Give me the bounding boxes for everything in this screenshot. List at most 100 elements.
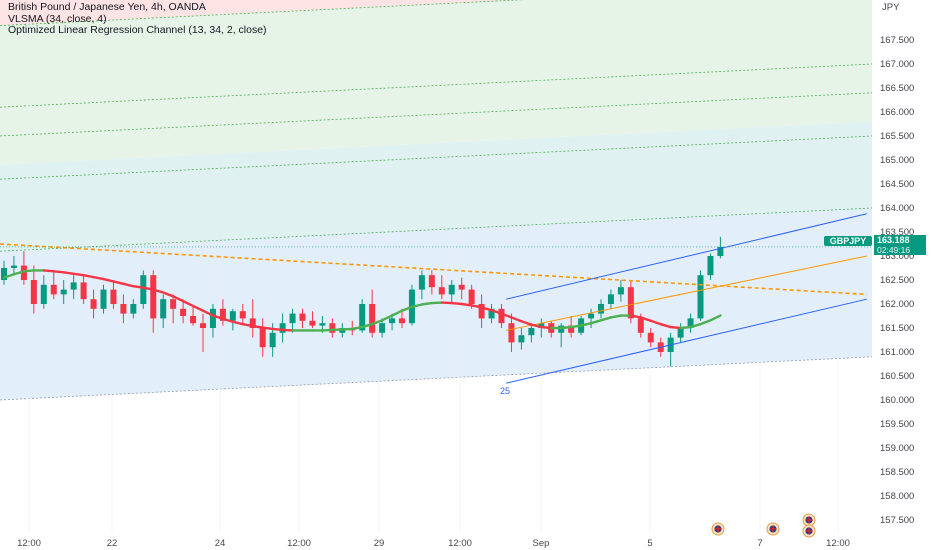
- candle-body: [160, 299, 167, 319]
- currency-label: JPY: [882, 2, 900, 13]
- vlsma-segment: [241, 322, 254, 328]
- candle-body: [299, 313, 306, 321]
- vlsma-segment: [211, 314, 225, 321]
- time-axis[interactable]: 12:00 22 24 12:00 29 12:00 Sep 5 7 12:00: [0, 532, 932, 550]
- vlsma-segment: [2, 273, 16, 279]
- vlsma-segment: [52, 270, 65, 274]
- candlesticks: [1, 236, 724, 367]
- uk-flag-icon[interactable]: [802, 524, 816, 538]
- y-tick-label: 163.500: [880, 227, 914, 238]
- vlsma-segment: [579, 322, 593, 327]
- vlsma-segment: [251, 324, 264, 329]
- y-tick-label: 161.000: [880, 347, 914, 358]
- candle-body: [468, 289, 475, 304]
- y-tick-label: 164.500: [880, 179, 914, 190]
- vlsma-segment: [22, 269, 36, 273]
- candle-body: [488, 308, 495, 319]
- candle-body: [428, 275, 435, 288]
- x-tick-label: 12:00: [17, 538, 41, 549]
- x-tick-label: Sep: [533, 538, 550, 549]
- vlsma-segment: [609, 314, 623, 319]
- candle-body: [518, 335, 525, 343]
- candle-body: [259, 328, 266, 348]
- vlsma-segment: [709, 314, 722, 322]
- zone-line-5: [0, 0, 525, 26]
- zone-line-3: [0, 92, 873, 137]
- x-tick-label: 29: [374, 538, 385, 549]
- vlsma-segment: [410, 303, 424, 309]
- y-tick-label: 166.000: [880, 107, 914, 118]
- candle-body: [627, 287, 634, 319]
- candle-body: [120, 304, 127, 314]
- vlsma-segment: [490, 309, 503, 315]
- candle-body: [607, 294, 614, 304]
- candle-body: [130, 304, 137, 314]
- vlsma-segment: [390, 309, 404, 317]
- candle-body: [389, 318, 396, 324]
- vlsma-segment: [201, 309, 215, 317]
- candle-body: [269, 332, 276, 348]
- last-price-tag: GBPJPY 163.188 02:49:16: [824, 235, 928, 255]
- candle-body: [60, 289, 67, 295]
- vlsma-legend: VLSMA (34, close, 4): [8, 12, 107, 25]
- candle-body: [289, 313, 296, 324]
- x-tick-label: 5: [647, 538, 652, 549]
- vlsma-segment: [380, 314, 394, 322]
- vlsma-segment: [171, 295, 185, 303]
- candle-body: [239, 311, 246, 319]
- y-tick-label: 160.500: [880, 371, 914, 382]
- candle-body: [588, 313, 595, 319]
- vlsma-segment: [221, 317, 235, 323]
- vlsma-segment: [122, 282, 135, 288]
- vlsma-segment: [649, 319, 662, 326]
- vlsma-segment: [400, 305, 414, 312]
- candle-body: [478, 304, 485, 319]
- candle-body: [598, 304, 604, 314]
- candle-body: [219, 308, 226, 321]
- vlsma-segment: [520, 320, 533, 326]
- candle-body: [200, 323, 206, 328]
- uk-flag-icon[interactable]: [766, 522, 780, 536]
- vlsma-segment: [629, 314, 642, 319]
- zone-band-2: [0, 121, 872, 252]
- y-tick-label: 162.500: [880, 275, 914, 286]
- candle-body: [508, 323, 515, 343]
- zone-line-1: [0, 207, 873, 252]
- vlsma-segment: [82, 274, 95, 279]
- candle-body: [90, 299, 97, 309]
- vlsma-segment: [500, 312, 513, 319]
- price-axis[interactable]: JPY 167.500 167.000 166.500 166.000 165.500 16…: [872, 0, 932, 550]
- candle-body: [528, 328, 535, 336]
- candle-body: [209, 308, 216, 328]
- candle-body: [279, 323, 286, 333]
- candle-body: [379, 323, 386, 333]
- chart-legend: British Pound / Japanese Yen, 4h, OANDA …: [8, 1, 267, 37]
- x-tick-label: 7: [757, 538, 762, 549]
- candle-body: [538, 323, 545, 328]
- vlsma-segment: [231, 320, 245, 326]
- candle-body: [707, 256, 714, 276]
- zone-band-1: [0, 0, 872, 165]
- vlsma-segment: [669, 325, 682, 330]
- vlsma-segment: [102, 277, 115, 283]
- zone-line-2: [0, 135, 873, 180]
- vlsma-segment: [271, 327, 284, 332]
- candle-body: [558, 325, 565, 333]
- symbol-badge: GBPJPY: [824, 236, 872, 246]
- uk-flag-icon[interactable]: [802, 513, 816, 527]
- vlsma-segment: [132, 285, 145, 289]
- bar-countdown: 02:49:16: [874, 245, 926, 255]
- candle-body: [1, 268, 7, 280]
- vlsma-segment: [599, 316, 613, 322]
- x-tick-label: 12:00: [826, 538, 850, 549]
- economic-events[interactable]: [711, 513, 816, 538]
- candle-body: [319, 323, 326, 326]
- vlsma-segment: [659, 322, 672, 329]
- vlsma-segment: [152, 288, 165, 294]
- candle-body: [20, 265, 27, 280]
- vlsma-segment: [460, 302, 473, 307]
- vlsma-segment: [699, 319, 712, 326]
- y-tick-label: 160.000: [880, 395, 914, 406]
- uk-flag-icon[interactable]: [711, 522, 725, 536]
